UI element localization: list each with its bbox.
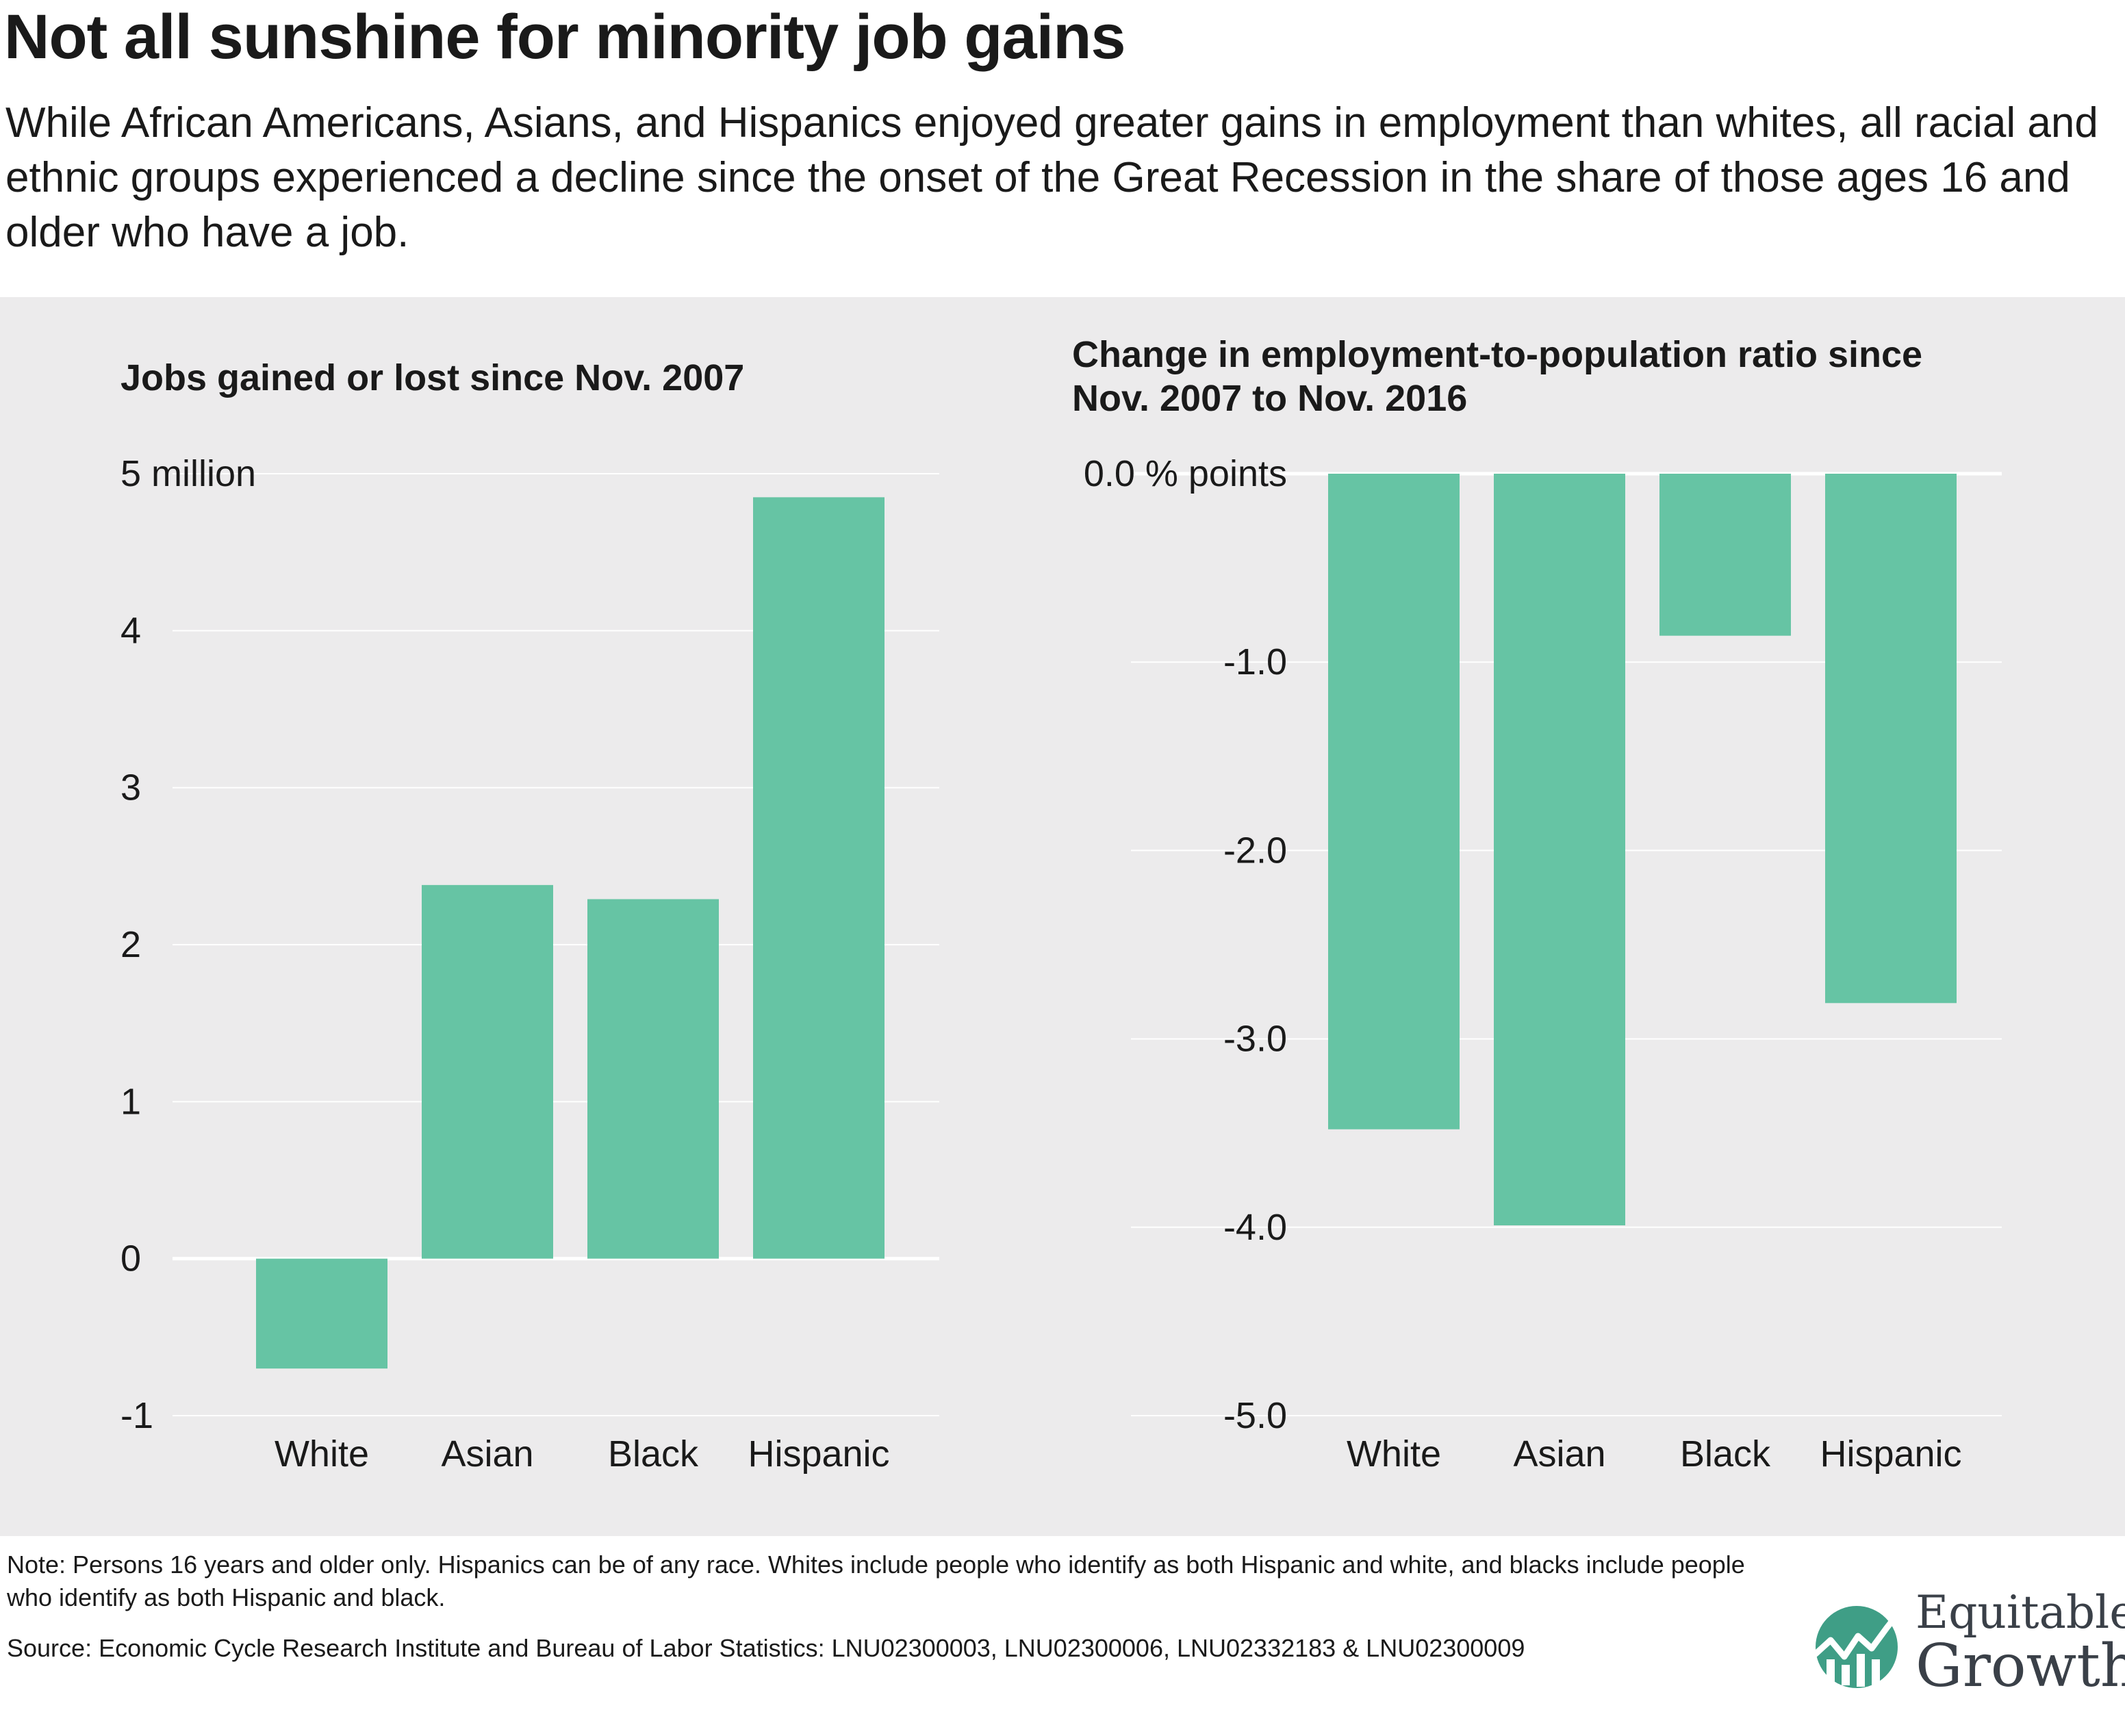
- logo-line-2: Growth: [1916, 1632, 2125, 1700]
- footer-source: Source: Economic Cycle Research Institut…: [7, 1634, 1525, 1662]
- y-tick-label: -1.0: [1223, 641, 1287, 682]
- x-category-label: Hispanic: [748, 1433, 889, 1475]
- footer-note: Note: Persons 16 years and older only. H…: [7, 1550, 1745, 1611]
- y-tick-label: 1: [120, 1081, 141, 1122]
- bar-hispanic: [1825, 474, 1957, 1004]
- y-tick-label: -1: [120, 1395, 153, 1436]
- y-tick-label: 2: [120, 924, 141, 965]
- bar-white: [256, 1258, 387, 1369]
- y-tick-label: 3: [120, 767, 141, 808]
- x-category-label: Asian: [1513, 1433, 1605, 1475]
- chart-2-title: Change in employment-to-population ratio…: [1072, 334, 1922, 419]
- logo-line-1: Equitable: [1916, 1586, 2125, 1639]
- x-category-label: Asian: [441, 1433, 533, 1475]
- trend-line-circle-icon: [1812, 1605, 1905, 1688]
- equitable-growth-logo: Equitable Growth: [1812, 1588, 2125, 1705]
- page-subtitle: While African Americans, Asians, and His…: [5, 99, 2098, 256]
- page-title: Not all sunshine for minority job gains: [4, 2, 1126, 72]
- x-category-label: White: [1347, 1433, 1441, 1475]
- bar-asian: [422, 884, 553, 1259]
- x-category-label: White: [275, 1433, 369, 1475]
- y-tick-label: -5.0: [1223, 1395, 1287, 1436]
- x-category-label: Black: [1680, 1433, 1771, 1475]
- bar-black: [587, 899, 719, 1259]
- bar-black: [1659, 474, 1791, 636]
- chart-title-line: Nov. 2007 to Nov. 2016: [1072, 378, 1467, 419]
- y-tick-label: -3.0: [1223, 1019, 1287, 1060]
- y-tick-label: 5 million: [120, 453, 256, 494]
- y-tick-label: -2.0: [1223, 830, 1287, 871]
- bar-white: [1328, 474, 1460, 1129]
- bar-asian: [1494, 474, 1625, 1226]
- x-category-label: Black: [608, 1433, 699, 1475]
- y-tick-label: -4.0: [1223, 1207, 1287, 1248]
- bar-hispanic: [753, 497, 885, 1259]
- x-category-label: Hispanic: [1820, 1433, 1961, 1475]
- y-tick-label: 0: [120, 1238, 141, 1279]
- y-tick-label: 0.0 % points: [1084, 453, 1287, 494]
- chart-title-line: Change in employment-to-population ratio…: [1072, 334, 1922, 375]
- logo-text: Equitable Growth: [1916, 1586, 2125, 1700]
- chart-1-title: Jobs gained or lost since Nov. 2007: [120, 357, 744, 398]
- y-tick-label: 4: [120, 610, 141, 651]
